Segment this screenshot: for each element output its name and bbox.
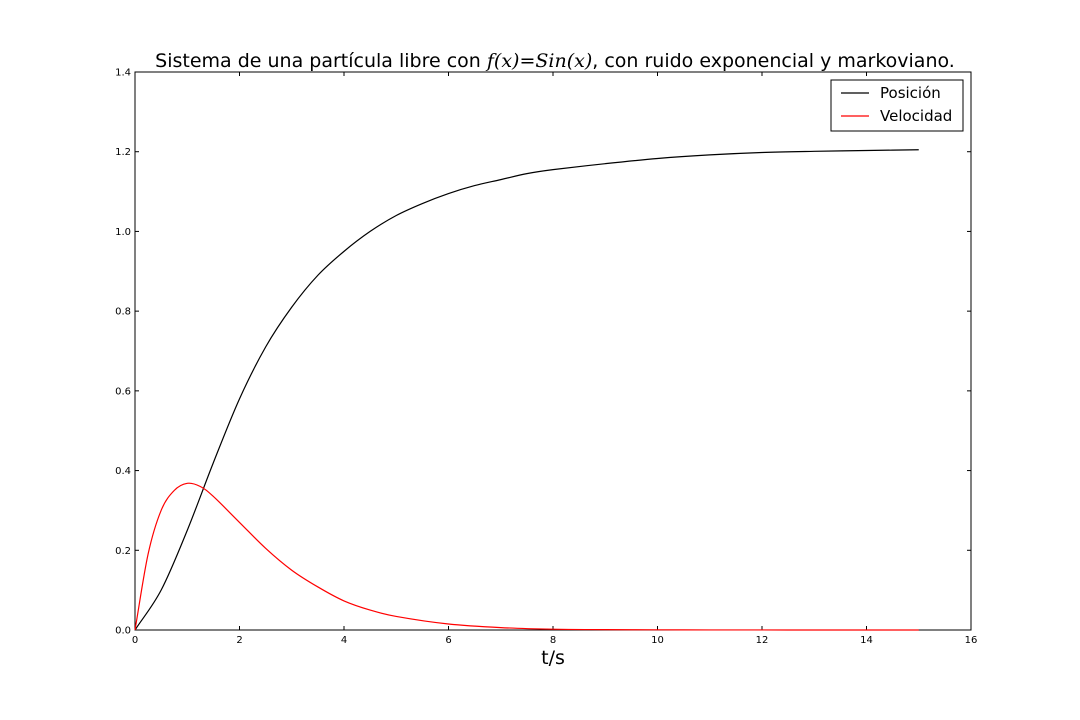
x-tick-label: 16 [965, 635, 978, 646]
series-line-velocidad [134, 482, 919, 631]
x-tick-label: 12 [756, 635, 769, 646]
axis-tick-labels: 0 2 4 6 8 10 12 14 16 0.0 0.2 0.4 0.6 0.8 1.0 1.2 1.4 [115, 68, 977, 647]
x-tick-label: 8 [550, 635, 556, 646]
axis-ticks [134, 71, 972, 631]
legend: Posición Velocidad [830, 79, 964, 132]
series-line-posicion [134, 149, 919, 631]
series-lines [134, 149, 919, 631]
x-tick-label: 6 [445, 635, 451, 646]
y-tick-label: 1.4 [115, 68, 131, 79]
y-tick-label: 0.0 [115, 626, 131, 637]
x-tick-label: 10 [651, 635, 664, 646]
y-tick-label: 0.2 [115, 546, 131, 557]
y-tick-label: 0.8 [115, 307, 131, 318]
title-math: f(x)=Sin(x) [485, 50, 592, 72]
legend-label-posicion: Posición [880, 84, 941, 102]
chart-title: Sistema de una partícula libre con f(x)=… [155, 50, 955, 72]
x-axis-label: t/s [541, 647, 565, 669]
y-tick-label: 1.0 [115, 227, 131, 238]
x-tick-label: 0 [132, 635, 138, 646]
y-tick-label: 1.2 [115, 147, 131, 158]
legend-box [830, 79, 964, 132]
y-tick-label: 0.6 [115, 386, 131, 397]
title-text-after: , con ruido exponencial y markoviano. [592, 50, 955, 72]
x-tick-label: 14 [860, 635, 873, 646]
x-tick-label: 2 [236, 635, 242, 646]
plot-area [134, 71, 972, 631]
title-text-before: Sistema de una partícula libre con [155, 50, 487, 72]
y-tick-label: 0.4 [115, 466, 131, 477]
legend-label-velocidad: Velocidad [880, 107, 952, 125]
x-tick-label: 4 [341, 635, 347, 646]
